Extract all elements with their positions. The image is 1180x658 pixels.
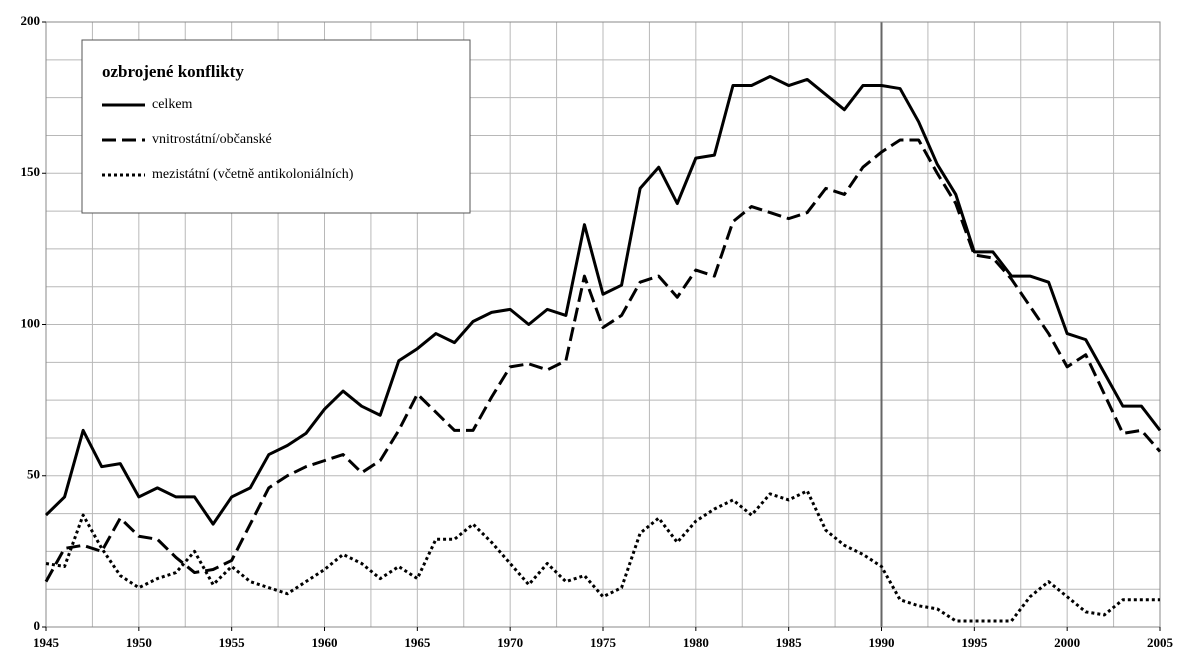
legend-label: vnitrostátní/občanské (152, 132, 272, 147)
series-line (44, 74, 1162, 526)
y-tick-label: 200 (21, 13, 41, 28)
x-tick-label: 1975 (590, 635, 617, 650)
legend-box (81, 39, 471, 214)
legend-title: ozbrojené konflikty (102, 62, 244, 81)
x-tick-label: 1950 (126, 635, 152, 650)
x-tick-label: 1970 (497, 635, 523, 650)
x-tick-label: 1945 (33, 635, 60, 650)
x-tick-label: 1985 (776, 635, 803, 650)
y-tick-label: 50 (27, 467, 40, 482)
y-tick-label: 150 (21, 164, 41, 179)
y-tick-label: 0 (34, 618, 41, 633)
x-tick-label: 1980 (683, 635, 709, 650)
x-tick-label: 2005 (1147, 635, 1174, 650)
y-tick-label: 100 (21, 315, 41, 330)
legend-label: celkem (152, 97, 193, 112)
x-tick-label: 1965 (404, 635, 431, 650)
x-tick-label: 2000 (1054, 635, 1080, 650)
x-tick-label: 1995 (961, 635, 988, 650)
x-tick-label: 1990 (869, 635, 895, 650)
x-tick-label: 1960 (312, 635, 338, 650)
legend-label: mezistátní (včetně antikoloniálních) (152, 167, 354, 182)
x-tick-label: 1955 (219, 635, 246, 650)
series-line (44, 138, 1162, 583)
